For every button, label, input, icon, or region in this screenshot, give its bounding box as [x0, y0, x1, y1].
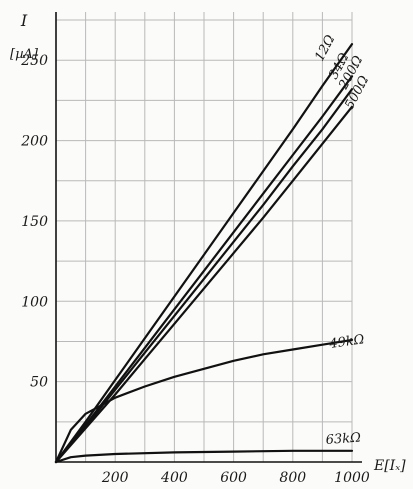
- axes: [55, 12, 362, 463]
- series-label: 49kΩ: [327, 332, 365, 352]
- x-axis-label: E[Iₓ]: [373, 458, 406, 474]
- y-tick-label: 50: [30, 375, 48, 391]
- y-tick-label: 200: [20, 134, 48, 150]
- series-line: [54, 449, 354, 464]
- y-axis-unit: [µA]: [10, 47, 39, 62]
- series-label: 63kΩ: [325, 431, 361, 448]
- y-axis-label: I: [20, 11, 28, 30]
- x-tick-label: 600: [220, 470, 247, 486]
- x-tick-label: 200: [101, 470, 129, 486]
- x-tick-label: 800: [279, 470, 306, 486]
- x-tick-label: 400: [160, 470, 188, 486]
- grid: [56, 12, 353, 462]
- tick-labels: 200 400 600 800 1000 50 100 150 200 250: [20, 53, 370, 486]
- series-line: [54, 75, 354, 464]
- y-tick-label: 250: [20, 53, 48, 69]
- x-tick-label: 1000: [334, 470, 370, 486]
- series-line: [54, 338, 354, 464]
- y-tick-label: 100: [21, 294, 48, 310]
- series-line: [54, 105, 354, 464]
- y-tick-label: 150: [21, 214, 48, 230]
- series-line: [54, 43, 354, 464]
